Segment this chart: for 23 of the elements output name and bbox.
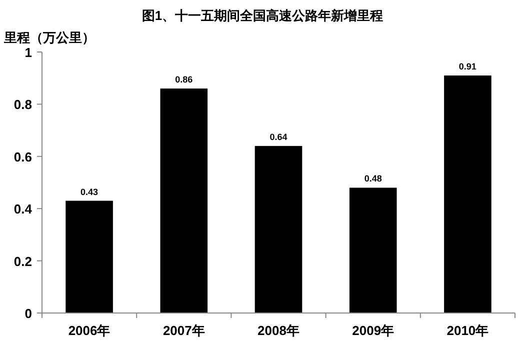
bar (349, 188, 397, 313)
data-label: 0.43 (80, 186, 98, 197)
y-tick-label: 0.6 (14, 149, 32, 164)
data-label: 0.48 (364, 174, 382, 184)
bar (160, 88, 208, 313)
y-tick-label: 0.4 (14, 202, 33, 217)
data-label: 0.64 (270, 132, 288, 142)
x-tick-label: 2010年 (446, 323, 489, 338)
bar (66, 200, 113, 313)
bar (444, 75, 492, 313)
data-label: 0.91 (458, 61, 476, 72)
y-tick-label: 0.2 (14, 254, 32, 269)
x-tick-label: 2008年 (258, 323, 300, 338)
x-tick-label: 2009年 (352, 323, 394, 338)
y-tick-label: 0 (24, 306, 32, 321)
y-tick-label: 0.8 (14, 97, 32, 112)
bar (254, 146, 302, 313)
chart-title: 图1、十一五期间全国高速公路年新增里程 (142, 8, 384, 23)
y-axis-title: 里程（万公里） (3, 30, 95, 45)
y-tick-label: 1 (24, 45, 32, 60)
x-tick-label: 2006年 (68, 323, 110, 338)
x-tick-label: 2007年 (162, 323, 205, 338)
data-label: 0.86 (175, 74, 193, 85)
